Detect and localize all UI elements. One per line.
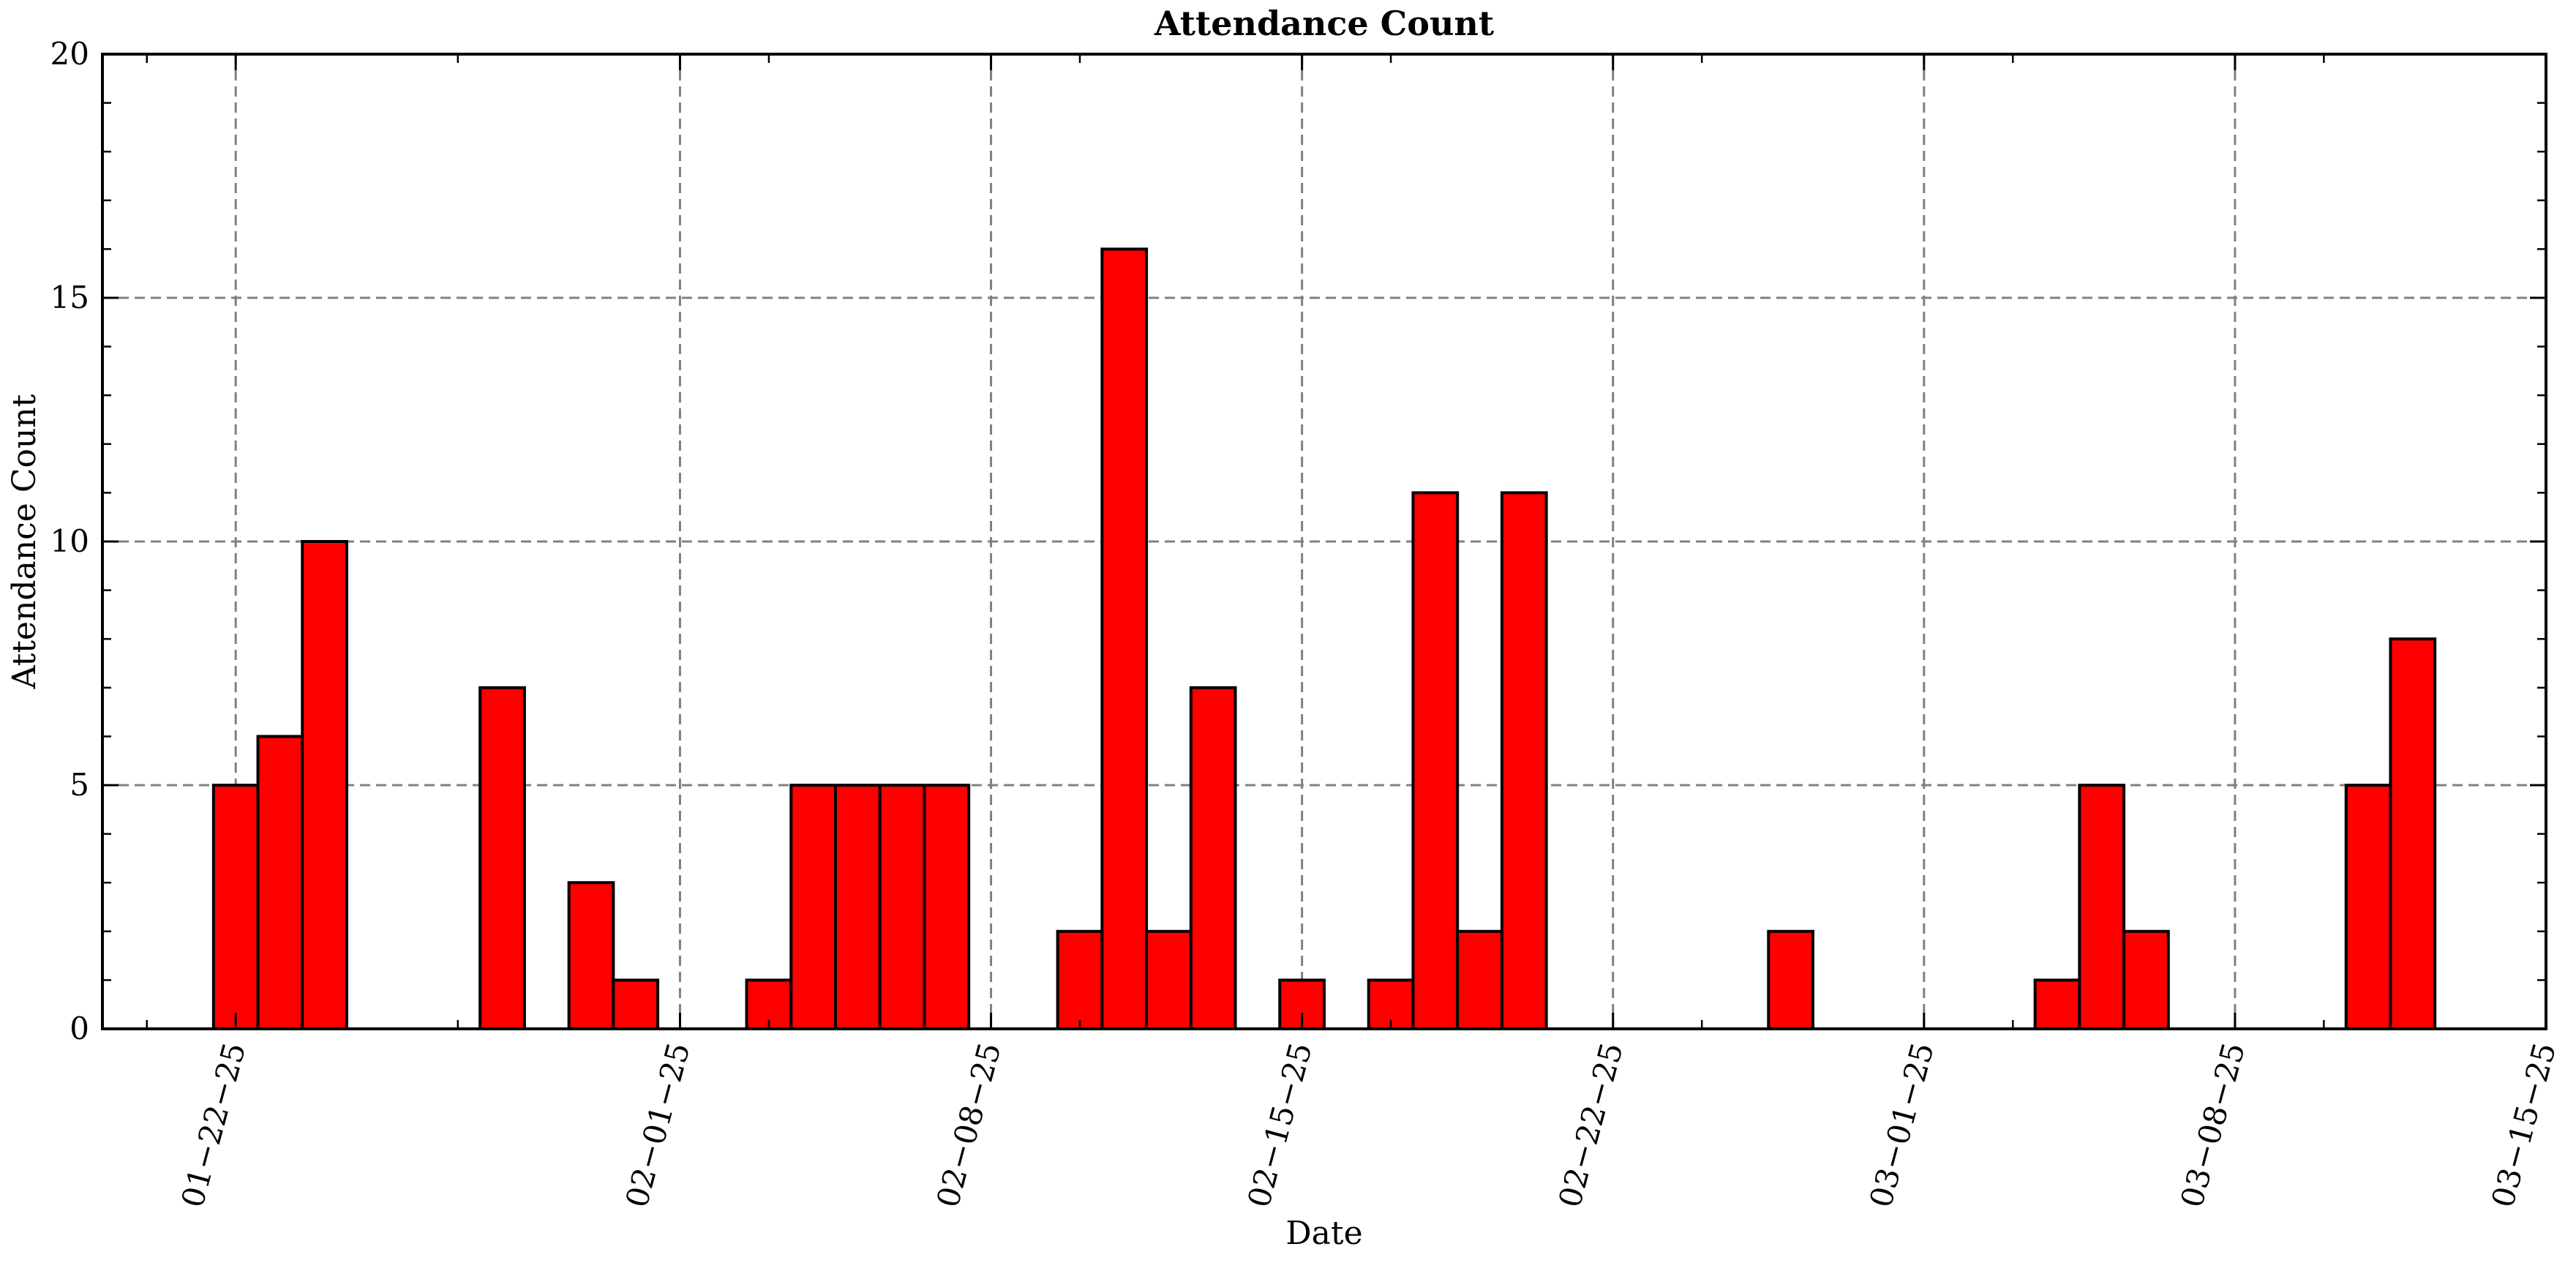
bar: [1500, 491, 1548, 1030]
x-tick-label: 03−15−25: [2485, 1039, 2563, 1212]
x-tick-label: 02−08−25: [930, 1039, 1008, 1212]
y-tick-label: 5: [70, 767, 89, 803]
bar: [2389, 637, 2437, 1030]
y-tick-label: 10: [50, 523, 89, 559]
bar: [789, 784, 837, 1030]
bar: [211, 784, 260, 1030]
axis-ticks: [102, 53, 2547, 1030]
chart-title: Attendance Count: [1154, 4, 1495, 43]
x-axis-label: Date: [1285, 1215, 1362, 1252]
x-tick-labels: 01−22−25 02−01−25 02−08−25 02−15−25 02−22−25…: [174, 1039, 2563, 1212]
y-axis-label: Attendance Count: [6, 394, 43, 689]
bar: [2344, 784, 2392, 1030]
bar: [1145, 929, 1193, 1031]
bar: [301, 540, 349, 1030]
y-tick-labels: 0 5 10 15 20: [50, 36, 89, 1046]
grid-lines: [102, 54, 2546, 1029]
x-tick-label: 02−15−25: [1241, 1039, 1319, 1212]
bar: [834, 784, 882, 1030]
y-tick-label: 20: [50, 36, 89, 72]
x-tick-label: 02−22−25: [1552, 1039, 1630, 1212]
y-tick-label: 15: [50, 280, 89, 315]
y-tick-label: 0: [70, 1011, 89, 1046]
bar: [2078, 784, 2126, 1030]
bar: [1456, 929, 1503, 1031]
bar: [2122, 929, 2170, 1031]
bar: [923, 784, 971, 1030]
bars: [211, 247, 2437, 1031]
x-tick-label: 02−01−25: [619, 1039, 697, 1212]
x-tick-label: 03−08−25: [2174, 1039, 2252, 1212]
bar: [612, 978, 660, 1031]
bar: [256, 735, 304, 1031]
bar: [2033, 978, 2081, 1031]
bar: [1056, 929, 1104, 1031]
bar: [567, 881, 615, 1030]
bar: [1100, 247, 1149, 1030]
bar: [878, 784, 926, 1030]
bar: [1189, 686, 1237, 1030]
bar: [478, 686, 526, 1030]
bar: [1767, 929, 1814, 1031]
x-tick-label: 03−01−25: [1863, 1039, 1941, 1212]
bar: [1411, 491, 1460, 1030]
x-tick-label: 01−22−25: [174, 1039, 252, 1212]
